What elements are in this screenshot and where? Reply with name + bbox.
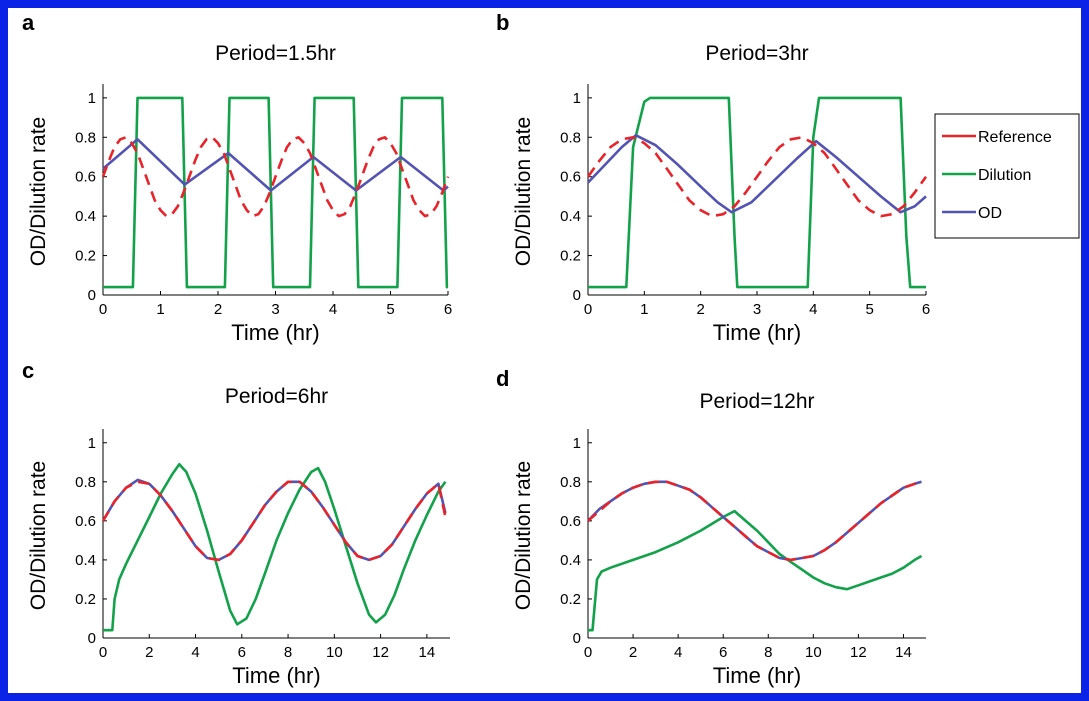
y-tick-label: 1 bbox=[573, 435, 581, 452]
panel-letter: a bbox=[22, 10, 35, 35]
panel-a: a Period=1.5hr 0 1 2 3 4 5 6 0 0.2 0.4 0.6 0.8 1 Time (… bbox=[22, 10, 452, 345]
panel-letter: c bbox=[22, 358, 34, 383]
x-tick-label: 4 bbox=[674, 644, 682, 661]
x-tick-label: 12 bbox=[850, 644, 867, 661]
y-tick-label: 0.6 bbox=[560, 169, 581, 186]
x-tick-label: 6 bbox=[922, 301, 930, 318]
y-tick-label: 0.4 bbox=[75, 552, 96, 569]
y-tick-label: 0.6 bbox=[560, 513, 581, 530]
x-tick-label: 14 bbox=[419, 644, 436, 661]
x-tick-label: 12 bbox=[372, 644, 389, 661]
y-tick-label: 0.4 bbox=[560, 552, 581, 569]
x-tick-label: 0 bbox=[584, 301, 592, 318]
x-tick-label: 2 bbox=[145, 644, 153, 661]
x-tick-label: 3 bbox=[271, 301, 279, 318]
x-tick-label: 0 bbox=[99, 301, 107, 318]
panel-d: d Period=12hr 0 2 4 6 8 10 12 14 0 0.2 0.4 0.6 0.8 1 Tim… bbox=[496, 366, 926, 688]
series-line-dilution bbox=[103, 96, 449, 289]
series-line-dilution bbox=[588, 96, 926, 289]
x-axis-label: Time (hr) bbox=[232, 663, 320, 688]
x-tick-label: 2 bbox=[696, 301, 704, 318]
y-tick-label: 0 bbox=[88, 287, 96, 304]
y-tick-label: 0 bbox=[573, 287, 581, 304]
x-axis-label: Time (hr) bbox=[713, 320, 801, 345]
series-line-reference bbox=[587, 480, 922, 562]
x-tick-label: 1 bbox=[640, 301, 648, 318]
y-tick-label: 0.2 bbox=[75, 591, 96, 608]
series-line-reference bbox=[101, 136, 450, 218]
x-tick-label: 4 bbox=[329, 301, 337, 318]
series-line-od bbox=[587, 480, 922, 562]
panel-letter: b bbox=[496, 10, 509, 35]
legend-label: Dilution bbox=[978, 167, 1031, 184]
series-line-dilution bbox=[588, 509, 923, 632]
x-tick-label: 14 bbox=[895, 644, 912, 661]
legend-label: OD bbox=[978, 205, 1002, 222]
chart-title: Period=1.5hr bbox=[215, 42, 336, 65]
x-tick-label: 4 bbox=[191, 644, 199, 661]
x-tick-label: 5 bbox=[865, 301, 873, 318]
y-tick-label: 0.4 bbox=[560, 208, 581, 225]
x-tick-label: 0 bbox=[584, 644, 592, 661]
x-tick-label: 8 bbox=[284, 644, 292, 661]
x-tick-label: 1 bbox=[156, 301, 164, 318]
x-tick-label: 2 bbox=[214, 301, 222, 318]
x-axis-label: Time (hr) bbox=[713, 663, 801, 688]
y-tick-label: 0.2 bbox=[560, 248, 581, 265]
y-axis-label: OD/Dilution rate bbox=[27, 461, 50, 610]
panel-letter: d bbox=[496, 366, 509, 391]
legend: Reference Dilution OD bbox=[934, 113, 1080, 239]
series-line-reference bbox=[586, 136, 928, 218]
y-tick-label: 0.6 bbox=[75, 513, 96, 530]
x-tick-label: 5 bbox=[386, 301, 394, 318]
y-tick-label: 1 bbox=[88, 90, 96, 107]
y-tick-label: 0.2 bbox=[560, 591, 581, 608]
series-line-od bbox=[587, 134, 927, 214]
y-axis-label: OD/Dilution rate bbox=[512, 117, 535, 266]
panel-c: c Period=6hr 0 2 4 6 8 10 12 14 0 0.2 0.4 0.6 0.8 1 Time… bbox=[22, 358, 450, 688]
x-tick-label: 6 bbox=[238, 644, 246, 661]
series-line-reference bbox=[101, 480, 447, 562]
y-tick-label: 1 bbox=[573, 90, 581, 107]
x-axis-label: Time (hr) bbox=[231, 320, 319, 345]
y-tick-label: 0 bbox=[88, 630, 96, 647]
x-tick-label: 10 bbox=[805, 644, 822, 661]
y-axis-label: OD/Dilution rate bbox=[512, 461, 535, 610]
y-tick-label: 0.8 bbox=[560, 129, 581, 146]
chart-title: Period=3hr bbox=[705, 42, 808, 65]
series-line-od bbox=[102, 138, 449, 192]
y-tick-label: 0.4 bbox=[75, 208, 96, 225]
x-tick-label: 2 bbox=[629, 644, 637, 661]
y-tick-label: 1 bbox=[88, 435, 96, 452]
x-tick-label: 10 bbox=[326, 644, 343, 661]
chart-title: Period=12hr bbox=[700, 390, 815, 413]
x-tick-label: 3 bbox=[753, 301, 761, 318]
y-tick-label: 0 bbox=[573, 630, 581, 647]
x-tick-label: 4 bbox=[809, 301, 817, 318]
y-tick-label: 0.2 bbox=[75, 248, 96, 265]
series-line-dilution bbox=[103, 462, 447, 632]
x-tick-label: 0 bbox=[99, 644, 107, 661]
y-tick-label: 0.8 bbox=[75, 129, 96, 146]
x-tick-label: 8 bbox=[764, 644, 772, 661]
x-tick-label: 6 bbox=[719, 644, 727, 661]
legend-label: Reference bbox=[978, 129, 1052, 146]
y-tick-label: 0.8 bbox=[560, 474, 581, 491]
chart-title: Period=6hr bbox=[225, 385, 328, 408]
y-tick-label: 0.6 bbox=[75, 169, 96, 186]
panel-b: b Period=3hr 0 1 2 3 4 5 6 0 0.2 0.4 0.6 0.8 1 Time (hr… bbox=[496, 10, 930, 345]
y-tick-label: 0.8 bbox=[75, 474, 96, 491]
y-axis-label: OD/Dilution rate bbox=[27, 117, 50, 266]
x-tick-label: 6 bbox=[444, 301, 452, 318]
legend-box bbox=[934, 113, 1080, 239]
